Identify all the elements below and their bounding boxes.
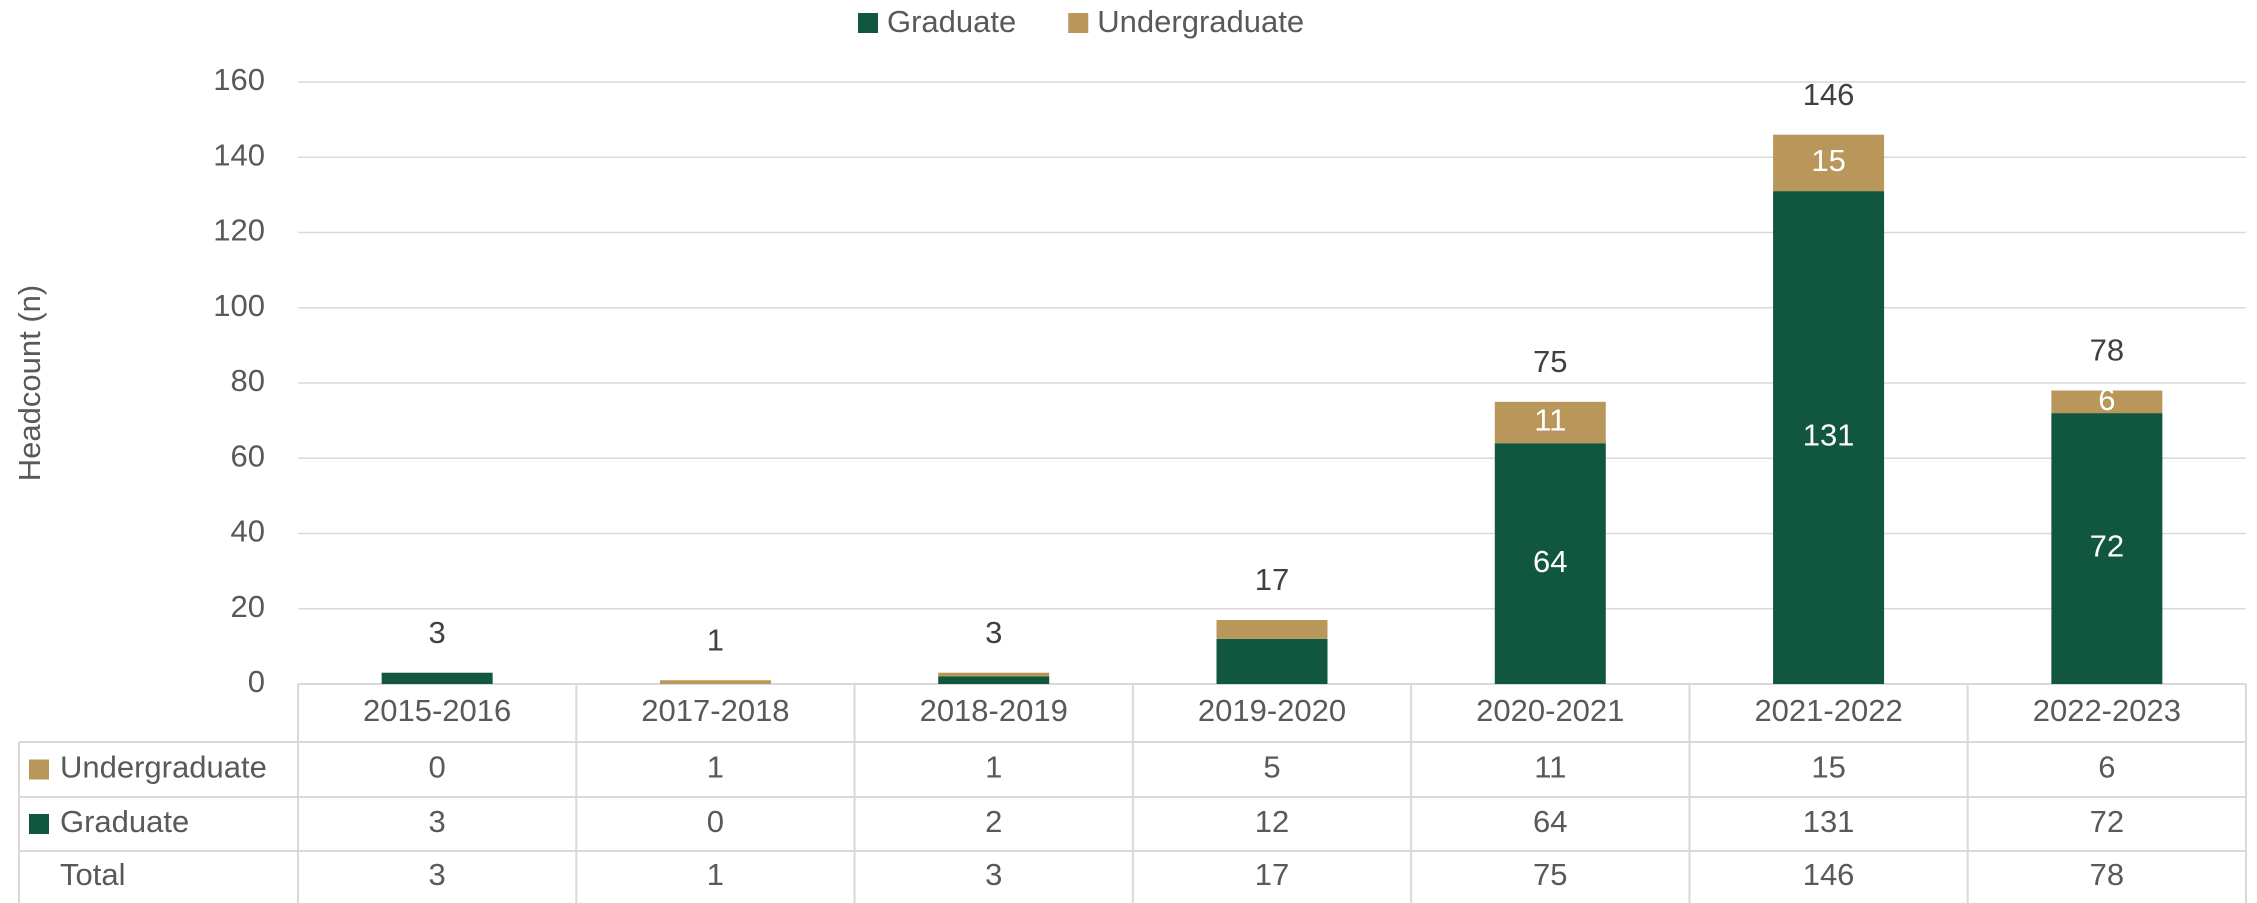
table-legend-key [29,814,49,834]
bar-segment [1216,620,1328,639]
total-label: 75 [1533,344,1567,379]
table-cell: 75 [1533,857,1567,892]
table-cell: 2 [985,804,1002,839]
bar-segment [938,672,1050,677]
y-tick-label: 60 [231,438,265,473]
table-cell: 5 [1263,750,1280,785]
x-tick-label: 2019-2020 [1198,693,1346,728]
data-label: 6 [2098,382,2115,417]
legend-swatch [858,13,878,33]
legend-swatch [1068,13,1089,33]
bar-segment [1773,134,1885,192]
x-tick-label: 2015-2016 [363,693,511,728]
bar-segment [1216,638,1328,684]
table-cell: 3 [429,804,446,839]
table-cell: 1 [707,750,724,785]
table-legend-key [29,759,49,780]
table-cell: 12 [1255,804,1289,839]
table-row-label: Graduate [60,804,189,839]
table-cell: 131 [1803,804,1855,839]
legend-label: Undergraduate [1097,4,1304,39]
table-cell: 1 [985,750,1002,785]
total-label: 146 [1803,77,1855,112]
y-tick-label: 100 [213,288,265,323]
table-cell: 17 [1255,857,1289,892]
bar-segment [659,680,771,684]
table-cell: 15 [1811,750,1845,785]
table-cell: 1 [707,857,724,892]
data-label: 15 [1811,143,1845,178]
data-label: 11 [1534,403,1566,438]
bar-segment [938,676,1050,684]
y-tick-label: 160 [213,62,265,97]
table-row-label: Total [60,857,125,892]
bar-segment [2051,413,2163,684]
x-tick-label: 2020-2021 [1476,693,1624,728]
total-label: 78 [2090,333,2124,368]
table-cell: 0 [707,804,724,839]
table-cell: 0 [429,750,446,785]
y-tick-label: 40 [231,514,265,549]
table-cell: 78 [2090,857,2124,892]
total-label: 1 [707,622,724,657]
table-cell: 72 [2090,804,2124,839]
y-tick-label: 120 [213,213,265,248]
bar-segment [1494,401,1606,444]
table-cell: 3 [985,857,1002,892]
x-tick-label: 2021-2022 [1754,693,1902,728]
bar-segment [2051,390,2163,414]
x-tick-label: 2022-2023 [2033,693,2181,728]
data-label: 64 [1533,544,1567,579]
y-tick-label: 140 [213,137,265,172]
table-cell: 64 [1533,804,1567,839]
legend-label: Graduate [887,4,1016,39]
bar-segment [1494,443,1606,684]
data-label: 72 [2090,529,2124,564]
table-row-label: Undergraduate [60,750,267,785]
y-tick-label: 0 [248,664,265,699]
y-axis-title: Headcount (n) [12,285,47,481]
total-label: 3 [985,615,1002,650]
x-tick-label: 2018-2019 [920,693,1068,728]
y-tick-label: 80 [231,363,265,398]
x-tick-label: 2017-2018 [641,693,789,728]
table-cell: 146 [1803,857,1855,892]
total-label: 17 [1255,562,1289,597]
total-label: 3 [429,615,446,650]
bar-segment [1773,191,1885,685]
table-cell: 6 [2098,750,2115,785]
table-cell: 11 [1534,750,1566,785]
bar-segment [381,672,493,684]
data-label: 131 [1803,418,1855,453]
table-cell: 3 [429,857,446,892]
y-tick-label: 20 [231,589,265,624]
